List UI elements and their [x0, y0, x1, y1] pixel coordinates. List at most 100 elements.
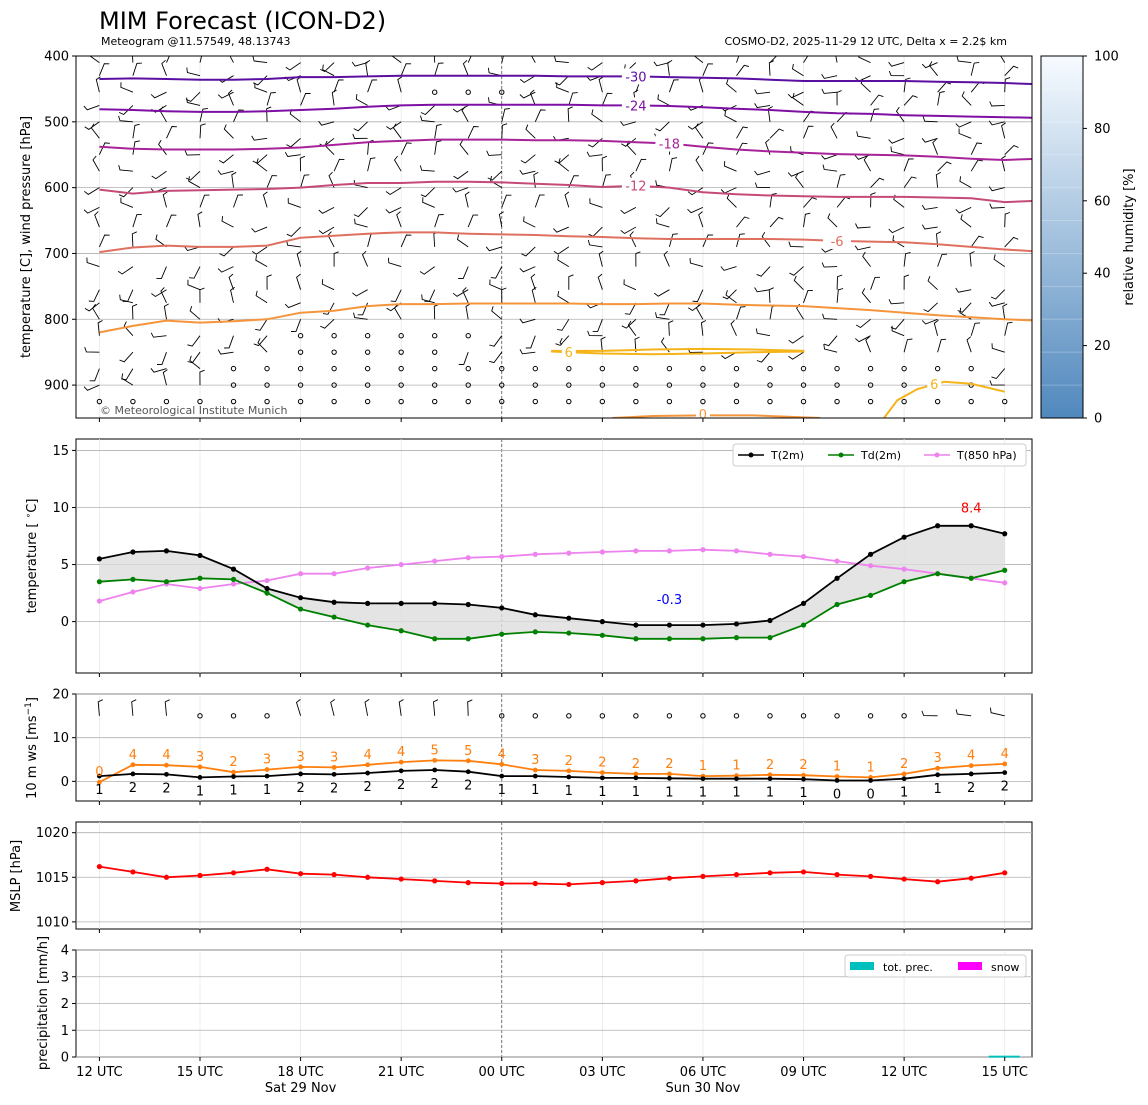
- calm-wind-circle: [499, 365, 505, 372]
- wind-barb: [702, 63, 714, 76]
- calm-wind-circle: [633, 365, 639, 372]
- wind-barb: [519, 75, 536, 84]
- calm-wind-circle: [432, 398, 438, 405]
- wind-barb: [333, 251, 339, 267]
- calm-wind-circle: [901, 365, 907, 372]
- wind-barb: [788, 335, 804, 344]
- wind-barb: [891, 325, 905, 337]
- wind-barb: [988, 120, 1005, 126]
- wind-barb: [870, 177, 885, 188]
- wind-speed-label: 2: [129, 781, 137, 796]
- wind-barb: [333, 158, 345, 172]
- wind-speed-label: 1: [565, 784, 573, 799]
- wind-barb: [767, 106, 773, 122]
- data-point: [499, 605, 505, 611]
- wind-barb: [251, 226, 268, 233]
- wind-barb: [888, 299, 905, 305]
- wind-barb: [724, 161, 737, 172]
- wind-barb: [501, 287, 507, 303]
- wind-barb: [97, 320, 103, 336]
- wind-speed-label: 1: [699, 786, 707, 801]
- data-point: [700, 622, 706, 628]
- calm-wind-circle: [566, 382, 572, 388]
- data-point: [1002, 531, 1008, 537]
- wind-barb: [296, 250, 302, 267]
- data-point: [633, 636, 639, 642]
- wind-speed-label: 1: [632, 785, 640, 800]
- isotherm-line: [99, 302, 1032, 334]
- wind-barb: [120, 82, 134, 93]
- wind-barb: [568, 92, 578, 106]
- data-point: [164, 771, 169, 777]
- wind-barb: [286, 226, 301, 237]
- gust-label: 4: [498, 747, 506, 762]
- wind-barb: [121, 373, 134, 386]
- wind-barb: [132, 56, 134, 63]
- wind-barb: [185, 170, 201, 181]
- data-point: [130, 762, 136, 768]
- y-tick-label: 400: [44, 50, 69, 65]
- wind-barb: [163, 303, 169, 320]
- data-point: [566, 550, 572, 556]
- isotherm-line: [99, 231, 1032, 254]
- wind-barb: [903, 176, 917, 188]
- wind-barb: [836, 90, 842, 106]
- calm-wind-circle: [230, 713, 237, 719]
- data-point: [398, 600, 404, 606]
- wind-barb: [419, 165, 435, 172]
- calm-wind-circle: [465, 365, 471, 372]
- wind-barb: [296, 273, 302, 290]
- wind-barb: [199, 56, 203, 63]
- wind-barb: [835, 56, 838, 63]
- mslp-y-label: MSLP [hPa]: [9, 840, 24, 912]
- data-point: [365, 600, 371, 606]
- calm-wind-circle: [834, 382, 840, 388]
- wind-barb: [452, 187, 469, 193]
- data-point: [465, 769, 471, 775]
- x-axis: 12 UTC 15 UTC 18 UTC 21 UTC 00 UTC 03 UTC 06 U…: [76, 418, 1028, 1096]
- wind-barb: [355, 94, 368, 106]
- calm-wind-circle: [666, 713, 673, 719]
- wind-barb: [489, 279, 502, 291]
- data-point: [163, 874, 170, 880]
- wind-barb: [989, 707, 1005, 717]
- wind-barb: [755, 328, 771, 337]
- wind-barb: [988, 186, 1005, 192]
- data-point: [733, 872, 740, 878]
- data-point: [566, 881, 572, 888]
- gust-label: 3: [296, 750, 304, 765]
- wind-barb: [218, 154, 234, 164]
- wind-barb: [385, 187, 402, 196]
- wind-barb: [156, 266, 167, 280]
- wind-barb: [1000, 56, 1006, 63]
- wind-barb: [166, 126, 177, 139]
- precipitation-bar: [988, 1055, 1020, 1058]
- calm-wind-circle: [834, 398, 840, 405]
- wind-speed-label: 1: [95, 783, 103, 798]
- data-point: [532, 629, 538, 635]
- wind-barb: [255, 255, 268, 267]
- wind-barb: [993, 254, 1005, 267]
- wind-barb: [120, 197, 134, 208]
- wind-barb: [692, 289, 704, 302]
- wind-barb: [498, 211, 504, 228]
- wind-barb: [1004, 65, 1019, 77]
- calm-wind-circle: [733, 398, 740, 405]
- wind-barb: [788, 351, 804, 360]
- calm-wind-circle: [331, 365, 337, 372]
- wind-barb: [398, 699, 404, 716]
- isotherm-label-bg: [621, 68, 650, 85]
- wind-barb: [456, 234, 469, 248]
- data-point: [733, 635, 740, 641]
- calm-wind-circle: [465, 333, 471, 339]
- calm-wind-circle: [901, 382, 907, 388]
- data-point: [834, 558, 840, 564]
- calm-wind-circle: [968, 365, 974, 372]
- wind-barb: [284, 302, 301, 309]
- wind-barb: [928, 61, 938, 76]
- wind-barb: [322, 64, 335, 77]
- data-point: [365, 770, 371, 776]
- data-point: [432, 636, 438, 642]
- calm-wind-circle: [230, 398, 237, 405]
